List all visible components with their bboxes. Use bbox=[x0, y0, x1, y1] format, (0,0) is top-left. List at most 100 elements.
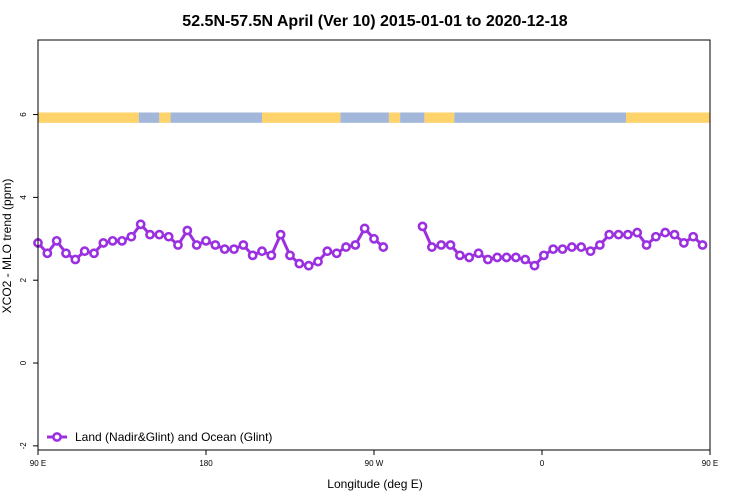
data-point bbox=[378, 242, 389, 252]
data-point bbox=[238, 240, 249, 250]
data-point bbox=[79, 246, 90, 257]
data-point bbox=[650, 231, 661, 242]
legend-entry: Land (Nadir&Glint) and Ocean (Glint) bbox=[75, 430, 272, 444]
data-point bbox=[369, 233, 379, 244]
data-point bbox=[529, 260, 540, 271]
ocean-segment bbox=[400, 112, 425, 123]
land-segment bbox=[424, 112, 455, 123]
data-point bbox=[350, 240, 361, 250]
data-point bbox=[464, 252, 475, 263]
y-tick-label: 2 bbox=[19, 277, 28, 282]
data-point bbox=[163, 231, 174, 242]
y-axis-label: XCO2 - MLO trend (ppm) bbox=[0, 179, 14, 314]
land-segment bbox=[262, 112, 341, 123]
data-point bbox=[576, 242, 587, 252]
data-point bbox=[219, 244, 230, 255]
data-point bbox=[417, 221, 428, 232]
y-tick-label: 4 bbox=[19, 195, 28, 200]
data-point bbox=[622, 229, 633, 240]
data-point bbox=[548, 244, 559, 255]
legend: Land (Nadir&Glint) and Ocean (Glint) bbox=[47, 430, 272, 444]
y-axis: -2 0 2 4 6 bbox=[19, 112, 38, 450]
plot-frame bbox=[37, 39, 711, 451]
y-tick-label: -2 bbox=[19, 442, 28, 450]
data-point bbox=[660, 227, 671, 238]
data-point bbox=[697, 240, 708, 250]
data-point bbox=[275, 229, 286, 240]
series-layer bbox=[33, 219, 708, 271]
data-point bbox=[42, 248, 53, 259]
land-segment bbox=[38, 112, 139, 123]
data-point bbox=[538, 250, 549, 261]
data-point bbox=[454, 250, 465, 261]
data-point bbox=[510, 252, 521, 263]
ocean-segment bbox=[170, 112, 262, 123]
data-point bbox=[89, 248, 99, 259]
data-point bbox=[126, 231, 137, 242]
x-tick-label: 90 E bbox=[30, 459, 46, 468]
data-point bbox=[473, 248, 484, 259]
data-point bbox=[201, 235, 211, 246]
data-point bbox=[182, 225, 193, 236]
data-point bbox=[359, 223, 370, 234]
data-point bbox=[566, 242, 577, 252]
data-point bbox=[641, 240, 652, 250]
x-axis: 90 E 180 90 W 0 90 E bbox=[30, 450, 718, 468]
data-point bbox=[594, 240, 605, 250]
data-point bbox=[445, 240, 456, 250]
data-point bbox=[678, 238, 689, 248]
data-point bbox=[426, 242, 437, 252]
legend-point-marker bbox=[52, 432, 62, 442]
data-point bbox=[632, 227, 643, 238]
data-point bbox=[61, 248, 71, 259]
data-point bbox=[341, 242, 351, 252]
data-point bbox=[210, 240, 221, 250]
ocean-segment bbox=[138, 112, 160, 123]
data-point bbox=[257, 246, 267, 257]
data-point bbox=[117, 235, 127, 246]
data-point bbox=[285, 250, 295, 261]
data-point bbox=[322, 246, 333, 257]
land-ocean-band bbox=[38, 112, 710, 123]
x-tick-label: 180 bbox=[199, 459, 213, 468]
data-point bbox=[688, 231, 699, 242]
y-tick-label: 6 bbox=[19, 112, 28, 117]
data-point bbox=[501, 252, 512, 263]
data-point bbox=[98, 238, 109, 248]
data-point bbox=[191, 240, 202, 250]
data-point bbox=[266, 250, 277, 261]
data-point bbox=[492, 252, 503, 263]
data-point bbox=[669, 229, 680, 240]
land-segment bbox=[626, 112, 710, 123]
data-point bbox=[604, 229, 615, 240]
ocean-segment bbox=[340, 112, 389, 123]
y-tick-label: 0 bbox=[19, 360, 28, 365]
ocean-segment bbox=[454, 112, 626, 123]
data-point bbox=[331, 248, 342, 259]
data-point bbox=[145, 229, 155, 240]
data-point bbox=[135, 219, 146, 230]
data-point bbox=[70, 254, 81, 265]
data-point bbox=[585, 246, 596, 257]
data-point bbox=[303, 260, 314, 271]
data-point bbox=[294, 258, 305, 269]
data-point bbox=[229, 244, 239, 255]
data-point bbox=[173, 240, 183, 250]
data-point bbox=[520, 254, 531, 265]
x-tick-label: 0 bbox=[540, 459, 545, 468]
land-segment bbox=[159, 112, 171, 123]
data-point bbox=[107, 235, 118, 246]
chart-title: 52.5N-57.5N April (Ver 10) 2015-01-01 to… bbox=[182, 13, 568, 30]
x-axis-label: Longitude (deg E) bbox=[327, 477, 422, 491]
data-point bbox=[557, 244, 568, 255]
data-point bbox=[313, 256, 323, 267]
data-point bbox=[247, 250, 258, 261]
x-tick-label: 90 E bbox=[702, 459, 718, 468]
data-point bbox=[51, 235, 62, 246]
data-point bbox=[482, 254, 493, 265]
data-point bbox=[154, 229, 165, 240]
data-point bbox=[436, 240, 447, 250]
land-segment bbox=[388, 112, 401, 123]
data-point bbox=[613, 229, 624, 240]
